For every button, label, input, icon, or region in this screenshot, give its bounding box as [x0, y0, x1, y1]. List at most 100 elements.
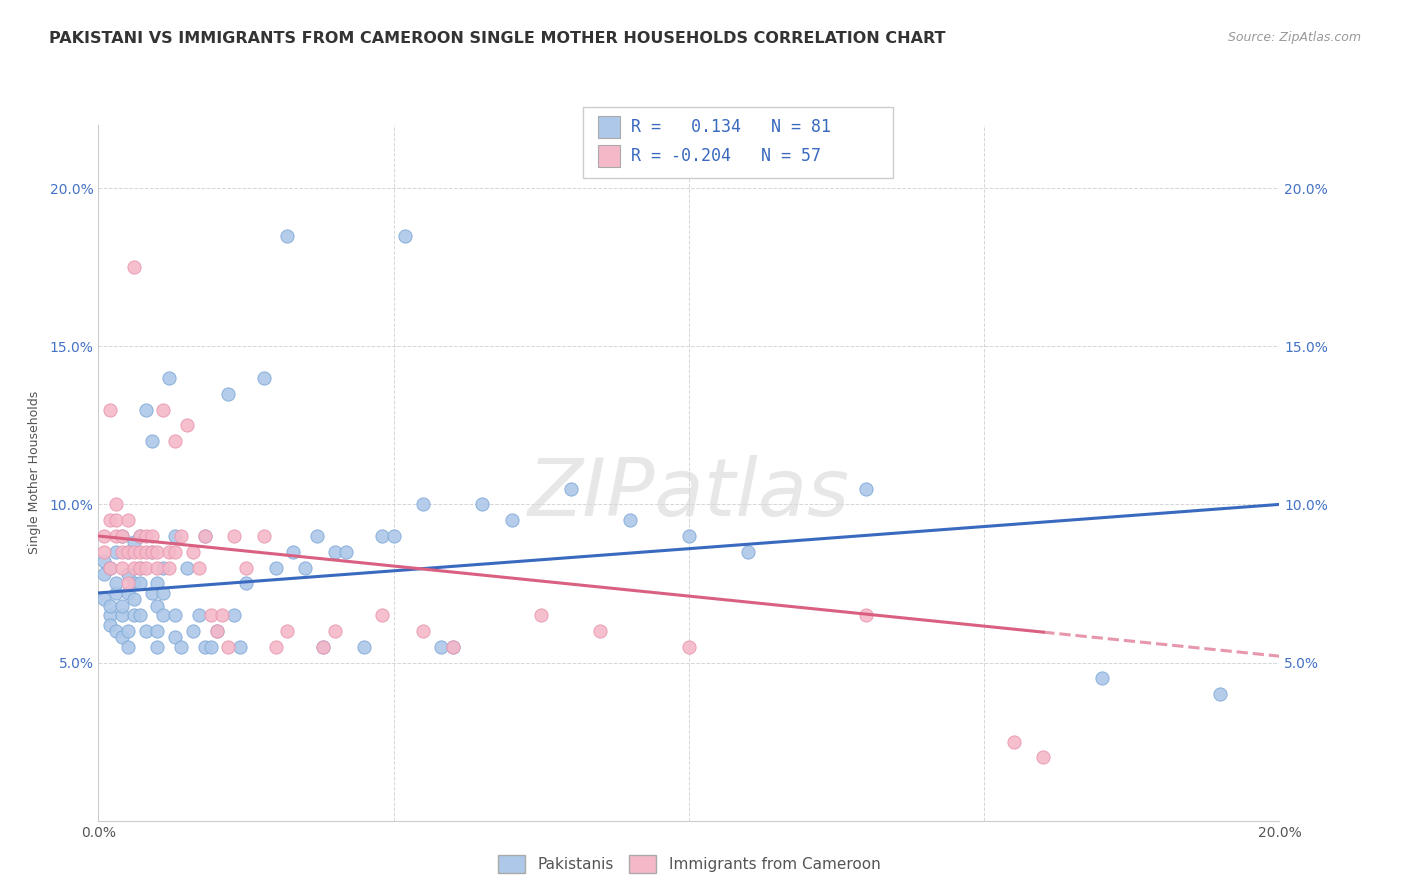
Point	[187, 608, 209, 623]
Text: R =   0.134   N = 81: R = 0.134 N = 81	[631, 118, 831, 136]
Point	[323, 624, 346, 638]
Point	[619, 513, 641, 527]
Point	[305, 529, 328, 543]
Point	[98, 513, 121, 527]
Point	[217, 640, 239, 654]
Point	[855, 608, 877, 623]
Point	[235, 560, 257, 574]
Point	[111, 608, 134, 623]
Point	[122, 608, 145, 623]
Point	[135, 402, 157, 417]
Point	[471, 497, 494, 511]
Point	[205, 624, 228, 638]
Point	[176, 560, 198, 574]
Point	[501, 513, 523, 527]
Point	[146, 624, 169, 638]
Point	[394, 228, 416, 243]
Point	[117, 545, 139, 559]
Point	[111, 529, 134, 543]
Point	[205, 624, 228, 638]
Point	[152, 402, 174, 417]
Point	[122, 592, 145, 607]
Point	[312, 640, 335, 654]
Point	[170, 529, 193, 543]
Point	[117, 545, 139, 559]
Point	[253, 529, 276, 543]
Point	[382, 529, 405, 543]
Point	[135, 529, 157, 543]
Point	[335, 545, 357, 559]
Point	[170, 640, 193, 654]
Point	[117, 586, 139, 600]
Point	[323, 545, 346, 559]
Point	[253, 371, 276, 385]
Point	[128, 545, 150, 559]
Point	[122, 545, 145, 559]
Point	[93, 566, 115, 581]
Point	[1032, 750, 1054, 764]
Point	[98, 608, 121, 623]
Point	[176, 418, 198, 433]
Point	[146, 560, 169, 574]
Legend: Pakistanis, Immigrants from Cameroon: Pakistanis, Immigrants from Cameroon	[492, 849, 886, 880]
Point	[589, 624, 612, 638]
Point	[105, 545, 128, 559]
Point	[412, 624, 434, 638]
Point	[283, 545, 305, 559]
Point	[117, 566, 139, 581]
Point	[165, 434, 187, 449]
Point	[128, 560, 150, 574]
Point	[93, 545, 115, 559]
Point	[93, 554, 115, 568]
Point	[111, 560, 134, 574]
Point	[312, 640, 335, 654]
Point	[117, 624, 139, 638]
Text: R = -0.204   N = 57: R = -0.204 N = 57	[631, 147, 821, 165]
Y-axis label: Single Mother Households: Single Mother Households	[28, 391, 41, 555]
Point	[152, 608, 174, 623]
Point	[152, 586, 174, 600]
Point	[141, 529, 163, 543]
Point	[157, 560, 180, 574]
Point	[98, 599, 121, 613]
Point	[530, 608, 553, 623]
Point	[165, 545, 187, 559]
Point	[93, 592, 115, 607]
Point	[141, 545, 163, 559]
Point	[200, 640, 222, 654]
Point	[412, 497, 434, 511]
Point	[235, 576, 257, 591]
Point	[181, 624, 204, 638]
Point	[157, 371, 180, 385]
Point	[111, 599, 134, 613]
Point	[229, 640, 252, 654]
Point	[678, 640, 700, 654]
Point	[678, 529, 700, 543]
Point	[117, 513, 139, 527]
Point	[128, 608, 150, 623]
Point	[128, 560, 150, 574]
Point	[98, 617, 121, 632]
Point	[194, 640, 217, 654]
Point	[371, 529, 394, 543]
Point	[146, 576, 169, 591]
Point	[146, 545, 169, 559]
Point	[276, 228, 298, 243]
Point	[98, 402, 121, 417]
Text: ZIPatlas: ZIPatlas	[527, 455, 851, 533]
Point	[141, 545, 163, 559]
Point	[111, 529, 134, 543]
Point	[294, 560, 316, 574]
Point	[111, 545, 134, 559]
Point	[264, 640, 287, 654]
Point	[128, 529, 150, 543]
Point	[152, 560, 174, 574]
Point	[105, 624, 128, 638]
Point	[135, 545, 157, 559]
Point	[224, 529, 246, 543]
Point	[122, 560, 145, 574]
Text: Source: ZipAtlas.com: Source: ZipAtlas.com	[1227, 31, 1361, 45]
Point	[98, 560, 121, 574]
Point	[264, 560, 287, 574]
Point	[187, 560, 209, 574]
